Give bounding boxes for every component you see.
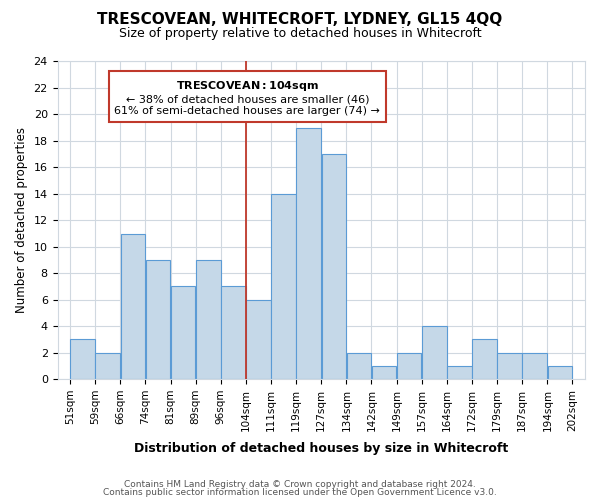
Bar bbox=[548, 366, 572, 379]
Bar bbox=[146, 260, 170, 379]
Bar bbox=[347, 352, 371, 379]
Text: Contains public sector information licensed under the Open Government Licence v3: Contains public sector information licen… bbox=[103, 488, 497, 497]
Bar bbox=[296, 128, 321, 379]
Bar bbox=[497, 352, 522, 379]
Bar bbox=[472, 340, 497, 379]
Text: $\bf{TRESCOVEAN: 104sqm}$
← 38% of detached houses are smaller (46)
61% of semi-: $\bf{TRESCOVEAN: 104sqm}$ ← 38% of detac… bbox=[115, 79, 380, 116]
Bar bbox=[271, 194, 296, 379]
Y-axis label: Number of detached properties: Number of detached properties bbox=[15, 128, 28, 314]
Bar bbox=[70, 340, 95, 379]
Bar bbox=[171, 286, 196, 379]
Bar bbox=[196, 260, 221, 379]
Bar bbox=[95, 352, 120, 379]
Text: Contains HM Land Registry data © Crown copyright and database right 2024.: Contains HM Land Registry data © Crown c… bbox=[124, 480, 476, 489]
Bar bbox=[447, 366, 472, 379]
Bar bbox=[322, 154, 346, 379]
Bar bbox=[246, 300, 271, 379]
Bar bbox=[422, 326, 446, 379]
Bar bbox=[121, 234, 145, 379]
Bar bbox=[221, 286, 245, 379]
Bar bbox=[372, 366, 397, 379]
Text: Size of property relative to detached houses in Whitecroft: Size of property relative to detached ho… bbox=[119, 28, 481, 40]
X-axis label: Distribution of detached houses by size in Whitecroft: Distribution of detached houses by size … bbox=[134, 442, 508, 455]
Text: TRESCOVEAN, WHITECROFT, LYDNEY, GL15 4QQ: TRESCOVEAN, WHITECROFT, LYDNEY, GL15 4QQ bbox=[97, 12, 503, 28]
Bar bbox=[397, 352, 421, 379]
Bar bbox=[523, 352, 547, 379]
